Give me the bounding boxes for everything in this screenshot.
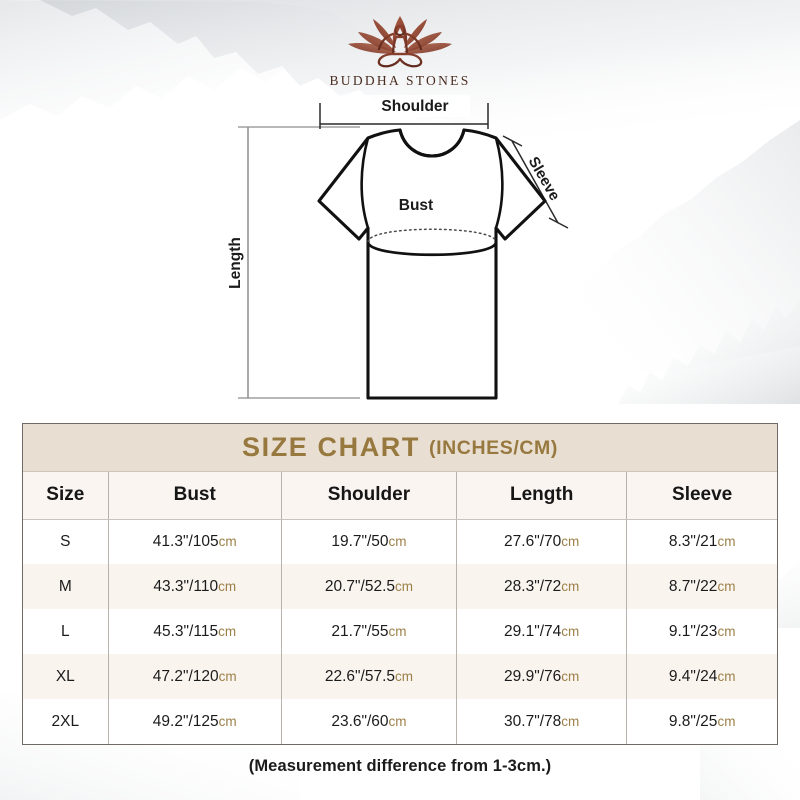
- diagram-label-length: Length: [227, 237, 244, 289]
- unit-suffix: cm: [717, 533, 736, 549]
- unit-suffix: cm: [388, 713, 407, 729]
- measurement-note: (Measurement difference from 1-3cm.): [248, 757, 552, 775]
- unit-suffix: cm: [561, 578, 580, 594]
- unit-suffix: cm: [717, 623, 736, 639]
- size-chart-title-band: SIZE CHART (INCHES/CM): [23, 424, 777, 472]
- table-row: L 45.3"/115cm 21.7"/55cm 29.1"/74cm 9.1"…: [23, 609, 777, 654]
- cell-sleeve: 9.4"/24cm: [626, 654, 777, 699]
- cell-bust: 49.2"/125cm: [108, 699, 282, 744]
- table-row: M 43.3"/110cm 20.7"/52.5cm 28.3"/72cm 8.…: [23, 564, 777, 609]
- cell-length: 29.1"/74cm: [456, 609, 628, 654]
- lotus-meditation-icon: [348, 16, 452, 68]
- cell-length: 28.3"/72cm: [456, 564, 628, 609]
- size-chart-table-block: SIZE CHART (INCHES/CM) Size Bust Shoulde…: [22, 423, 778, 745]
- column-header-sleeve: Sleeve: [626, 472, 777, 520]
- column-header-length: Length: [456, 472, 628, 520]
- unit-suffix: cm: [218, 623, 237, 639]
- cell-sleeve: 8.3"/21cm: [626, 519, 777, 564]
- column-header-shoulder: Shoulder: [281, 472, 458, 520]
- tshirt-outline-icon: Length Shoulder Sleeve: [227, 95, 569, 400]
- cell-size: 2XL: [23, 699, 109, 744]
- cell-size: XL: [23, 654, 109, 699]
- unit-suffix: cm: [717, 578, 736, 594]
- cell-length: 29.9"/76cm: [456, 654, 628, 699]
- table-header-row: Size Bust Shoulder Length Sleeve: [23, 472, 777, 520]
- unit-suffix: cm: [561, 623, 580, 639]
- page-title: SIZE CHART: [241, 432, 420, 462]
- cell-sleeve: 9.1"/23cm: [626, 609, 777, 654]
- cell-size: S: [23, 519, 109, 564]
- brand-header: BUDDHA STONES: [0, 10, 800, 89]
- cell-size: M: [23, 564, 109, 609]
- cell-shoulder: 20.7"/52.5cm: [281, 564, 458, 609]
- unit-suffix: cm: [395, 578, 414, 594]
- brand-name: BUDDHA STONES: [329, 73, 471, 88]
- table-row: S 41.3"/105cm 19.7"/50cm 27.6"/70cm 8.3"…: [23, 519, 777, 564]
- cell-size: L: [23, 609, 109, 654]
- cell-bust: 43.3"/110cm: [108, 564, 282, 609]
- cell-length: 27.6"/70cm: [456, 519, 628, 564]
- table-row: XL 47.2"/120cm 22.6"/57.5cm 29.9"/76cm 9…: [23, 654, 777, 699]
- column-header-bust: Bust: [108, 472, 282, 520]
- unit-suffix: cm: [218, 533, 237, 549]
- page-title-units: (INCHES/CM): [428, 437, 558, 459]
- size-chart-table: Size Bust Shoulder Length Sleeve S 41.3"…: [23, 472, 777, 744]
- cell-shoulder: 23.6"/60cm: [281, 699, 458, 744]
- table-row: 2XL 49.2"/125cm 23.6"/60cm 30.7"/78cm 9.…: [23, 699, 777, 744]
- cell-bust: 47.2"/120cm: [108, 654, 282, 699]
- cell-bust: 41.3"/105cm: [108, 519, 282, 564]
- unit-suffix: cm: [561, 668, 580, 684]
- cell-shoulder: 21.7"/55cm: [281, 609, 458, 654]
- cell-length: 30.7"/78cm: [456, 699, 628, 744]
- unit-suffix: cm: [218, 578, 237, 594]
- column-header-size: Size: [23, 472, 109, 520]
- cell-shoulder: 19.7"/50cm: [281, 519, 458, 564]
- unit-suffix: cm: [395, 668, 414, 684]
- unit-suffix: cm: [218, 713, 237, 729]
- unit-suffix: cm: [388, 533, 407, 549]
- cell-sleeve: 9.8"/25cm: [626, 699, 777, 744]
- unit-suffix: cm: [561, 713, 580, 729]
- unit-suffix: cm: [218, 668, 237, 684]
- unit-suffix: cm: [717, 713, 736, 729]
- cell-sleeve: 8.7"/22cm: [626, 564, 777, 609]
- diagram-label-bust: Bust: [399, 197, 433, 214]
- cell-bust: 45.3"/115cm: [108, 609, 282, 654]
- unit-suffix: cm: [717, 668, 736, 684]
- unit-suffix: cm: [561, 533, 580, 549]
- diagram-label-shoulder: Shoulder: [381, 98, 448, 115]
- cell-shoulder: 22.6"/57.5cm: [281, 654, 458, 699]
- unit-suffix: cm: [388, 623, 407, 639]
- tshirt-measurement-diagram: Length Shoulder Sleeve: [200, 95, 600, 415]
